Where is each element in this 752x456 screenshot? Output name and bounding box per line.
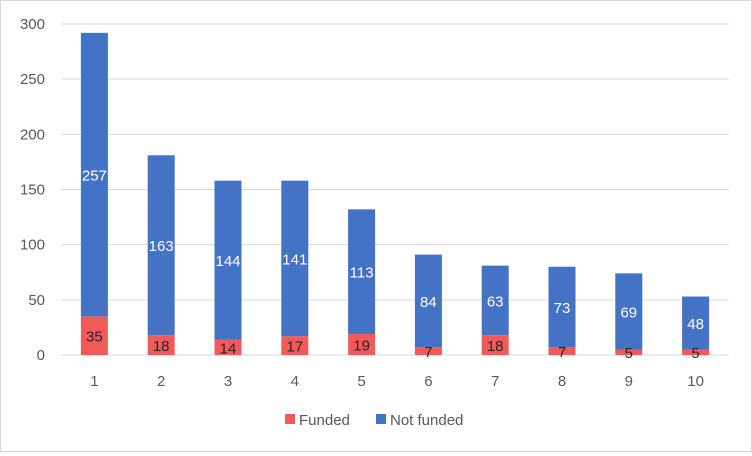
- bar-not-funded: [414, 254, 442, 348]
- data-labels: 35 257 18 163 14 144 17 141 19 113 7 84 18 63 7 73 5 69 5 4…: [82, 168, 704, 363]
- x-tick-label: 8: [558, 373, 566, 390]
- bar-not-funded: [281, 180, 309, 337]
- data-label-funded: 5: [691, 345, 699, 362]
- bar-funded: [348, 334, 376, 355]
- bar-not-funded: [80, 32, 108, 317]
- bar-funded: [481, 335, 509, 355]
- bar-not-funded: [548, 266, 576, 348]
- y-tick-label: 200: [20, 126, 45, 143]
- bar-not-funded: [481, 265, 509, 336]
- bar-not-funded: [682, 296, 710, 350]
- y-tick-label: 250: [20, 71, 45, 88]
- data-label-funded: 18: [153, 338, 170, 355]
- data-label-funded: 19: [353, 338, 370, 355]
- y-axis: 0 50 100 150 200 250 300: [20, 16, 45, 364]
- bar-funded: [682, 349, 710, 355]
- data-label-not-funded: 63: [487, 293, 504, 310]
- data-label-funded: 35: [86, 329, 103, 346]
- bar-not-funded: [348, 209, 376, 335]
- bar-not-funded: [147, 155, 175, 336]
- data-label-funded: 14: [220, 340, 237, 357]
- data-label-not-funded: 144: [215, 253, 240, 270]
- y-tick-label: 0: [37, 347, 45, 364]
- legend-label-funded: Funded: [299, 412, 350, 429]
- bar-funded: [281, 336, 309, 355]
- y-tick-label: 50: [28, 292, 45, 309]
- bars: [80, 32, 710, 355]
- data-label-funded: 18: [487, 338, 504, 355]
- data-label-funded: 5: [625, 345, 633, 362]
- data-label-not-funded: 84: [420, 294, 437, 311]
- data-label-funded: 7: [424, 344, 432, 361]
- x-tick-label: 5: [357, 373, 365, 390]
- data-label-not-funded: 48: [687, 316, 704, 333]
- legend: Funded Not funded: [285, 412, 463, 429]
- x-tick-label: 1: [90, 373, 98, 390]
- y-tick-label: 150: [20, 182, 45, 199]
- x-tick-label: 10: [687, 373, 704, 390]
- data-label-funded: 17: [286, 339, 303, 356]
- legend-label-not-funded: Not funded: [390, 412, 463, 429]
- data-label-not-funded: 113: [350, 265, 374, 282]
- y-tick-label: 100: [20, 237, 45, 254]
- data-label-not-funded: 73: [554, 300, 571, 317]
- bar-funded: [147, 335, 175, 355]
- data-label-not-funded: 163: [149, 238, 174, 255]
- x-tick-label: 7: [491, 373, 499, 390]
- data-label-funded: 7: [558, 344, 566, 361]
- x-tick-label: 3: [224, 373, 232, 390]
- data-label-not-funded: 141: [282, 251, 307, 268]
- data-label-not-funded: 257: [82, 168, 107, 185]
- bar-funded: [615, 349, 643, 355]
- y-tick-label: 300: [20, 16, 45, 33]
- x-tick-label: 2: [157, 373, 165, 390]
- x-tick-label: 9: [625, 373, 633, 390]
- bar-funded: [80, 316, 108, 355]
- x-tick-label: 4: [291, 373, 299, 390]
- bar-funded: [414, 347, 442, 355]
- bar-funded: [548, 347, 576, 355]
- legend-swatch-funded: [285, 414, 295, 424]
- x-axis: 1 2 3 4 5 6 7 8 9 10: [90, 373, 704, 390]
- bar-funded: [214, 339, 242, 355]
- bar-not-funded: [214, 180, 242, 340]
- x-tick-label: 6: [424, 373, 432, 390]
- legend-swatch-not-funded: [376, 414, 386, 424]
- data-label-not-funded: 69: [620, 304, 637, 321]
- bar-not-funded: [615, 273, 643, 350]
